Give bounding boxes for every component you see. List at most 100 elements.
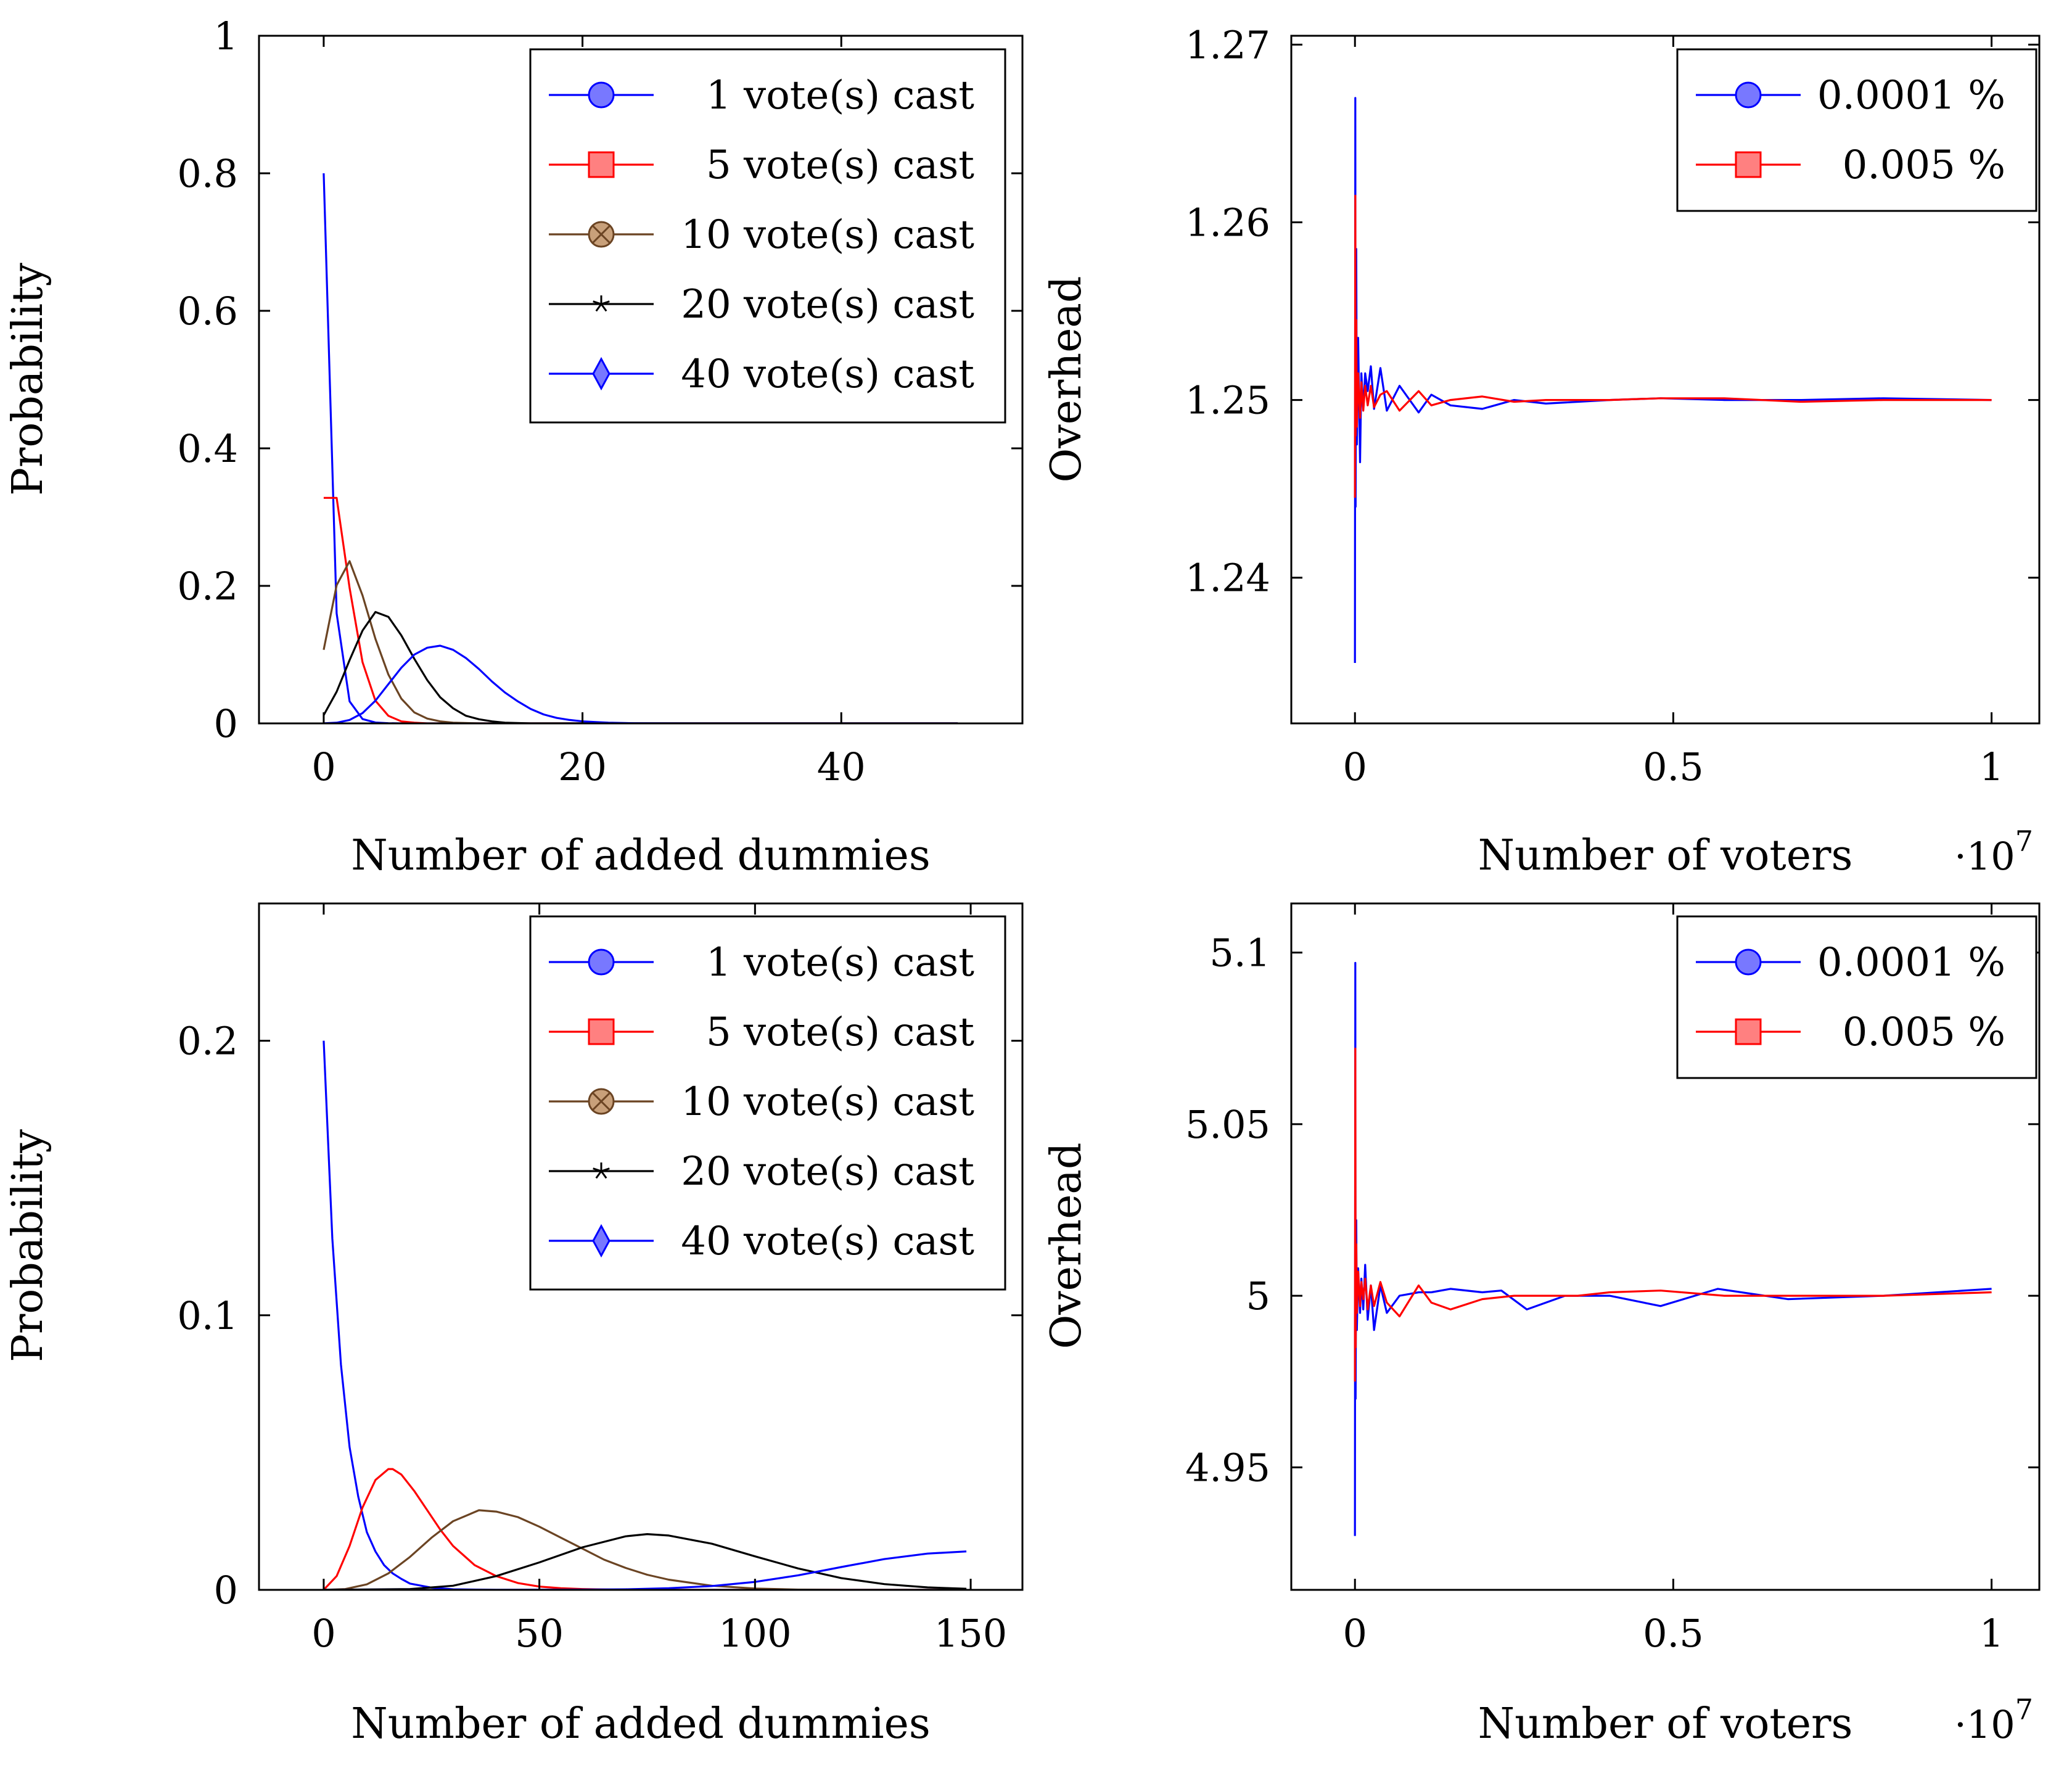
- x-tick-label: 1: [1980, 1611, 2004, 1656]
- series-line-1: [323, 1040, 967, 1590]
- plot-frame: [1290, 35, 2041, 725]
- legend-label: 10 vote(s) cast: [681, 212, 974, 258]
- x-axis-multiplier: ·107: [1954, 1693, 2033, 1747]
- x-axis-title: Number of added dummies: [351, 1700, 931, 1748]
- x-tick-label: 0.5: [1643, 1611, 1704, 1656]
- legend-marker-diamond-icon: [592, 356, 610, 391]
- series-line-2: [1354, 1047, 1992, 1382]
- y-tick-label: 1.26: [1185, 200, 1270, 245]
- legend-item: 20 vote(s) cast: [549, 1149, 974, 1195]
- legend-label: 1 vote(s) cast: [706, 940, 974, 985]
- legend-marker-square-icon: [1735, 1018, 1762, 1045]
- x-axis-multiplier-base: ·10: [1954, 1702, 2015, 1747]
- legend-item: 1 vote(s) cast: [549, 73, 974, 118]
- chart-4: 0 0.5 1 4.95 5 5.05 5.1 Number of voters Overhea…: [1042, 902, 2041, 1748]
- y-tick-label: 0: [214, 701, 238, 746]
- y-tick-label: 0.6: [177, 289, 238, 334]
- legend-item: 1 vote(s) cast: [549, 940, 974, 985]
- y-tick-label: 0.2: [177, 564, 238, 609]
- legend-marker-circle-icon: [588, 948, 615, 976]
- legend-marker-circle-x-icon: [588, 221, 615, 248]
- x-axis-title: Number of added dummies: [351, 831, 931, 880]
- legend-item: 40 vote(s) cast: [549, 1219, 974, 1264]
- legend-item: 0.005 %: [1696, 1010, 2005, 1055]
- y-axis-title: Overhead: [1042, 276, 1091, 482]
- series-line-3: [323, 1509, 967, 1590]
- legend-label: 40 vote(s) cast: [681, 1219, 974, 1264]
- y-axis-title: Probability: [4, 263, 52, 496]
- legend-item: 5 vote(s) cast: [549, 142, 974, 188]
- legend-label: 20 vote(s) cast: [681, 282, 974, 327]
- legend-label: 0.0001 %: [1817, 73, 2005, 118]
- legend-label: 5 vote(s) cast: [706, 142, 974, 188]
- legend: 1 vote(s) cast 5 vote(s) cast 10 vote(s) c…: [529, 915, 1006, 1291]
- x-axis-title: Number of voters: [1478, 831, 1853, 880]
- y-axis-title: Overhead: [1042, 1142, 1091, 1349]
- plot-frame: [258, 35, 1024, 725]
- y-tick-label: 5: [1246, 1273, 1270, 1319]
- x-axis-multiplier: ·107: [1954, 825, 2033, 879]
- legend-item: 5 vote(s) cast: [549, 1010, 974, 1055]
- series-line-3: [323, 560, 958, 723]
- y-tick-label: 1.27: [1185, 22, 1270, 67]
- x-tick-label: 0: [311, 744, 335, 789]
- x-tick-label: 20: [558, 744, 607, 789]
- x-tick-label: 0: [1343, 1611, 1367, 1656]
- y-tick-label: 5.1: [1209, 931, 1270, 976]
- legend-label: 20 vote(s) cast: [681, 1149, 974, 1195]
- legend-item: 0.0001 %: [1696, 940, 2005, 985]
- y-tick-label: 0.2: [177, 1019, 238, 1064]
- y-tick-label: 0.8: [177, 151, 238, 196]
- legend-marker-circle-icon: [1735, 948, 1762, 976]
- legend-marker-square-icon: [1735, 151, 1762, 178]
- series-line-2: [1354, 194, 1992, 498]
- y-tick-label: 4.95: [1185, 1445, 1270, 1490]
- chart-1: 0 20 40 0 0.2 0.4 0.6 0.8 1 Number of added dummi…: [4, 14, 1024, 880]
- legend-marker-star-icon: [593, 1162, 610, 1179]
- legend-marker-circle-icon: [588, 81, 615, 109]
- legend-label: 1 vote(s) cast: [706, 73, 974, 118]
- legend-box: [1676, 48, 2037, 212]
- legend-item: 0.005 %: [1696, 142, 2005, 188]
- chart-3: 0 50 100 150 0 0.1 0.2 Number of added dummies P…: [4, 902, 1024, 1748]
- legend-label: 0.005 %: [1843, 1010, 2005, 1055]
- x-axis-title: Number of voters: [1478, 1700, 1853, 1748]
- y-tick-label: 1.24: [1185, 556, 1270, 601]
- legend-marker-diamond-icon: [592, 1224, 610, 1258]
- legend: 0.0001 % 0.005 %: [1676, 915, 2037, 1079]
- legend: 1 vote(s) cast 5 vote(s) cast 10 vote(s) c…: [529, 48, 1006, 424]
- legend-box: [1676, 915, 2037, 1079]
- y-tick-label: 1.25: [1185, 378, 1270, 423]
- legend-marker-circle-icon: [1735, 81, 1762, 109]
- y-axis-title: Probability: [4, 1129, 52, 1362]
- legend-marker-square-icon: [588, 151, 615, 178]
- y-tick-label: 1: [214, 14, 238, 59]
- legend-marker-circle-x-icon: [588, 1088, 615, 1115]
- x-tick-label: 0: [1343, 744, 1367, 789]
- legend-item: 20 vote(s) cast: [549, 282, 974, 327]
- y-tick-label: 0.4: [177, 426, 238, 471]
- series-line-4: [323, 1533, 967, 1590]
- x-tick-label: 1: [1980, 744, 2004, 789]
- x-tick-label: 100: [718, 1611, 791, 1656]
- y-tick-label: 5.05: [1185, 1102, 1270, 1147]
- y-tick-label: 0.1: [177, 1293, 238, 1338]
- legend: 0.0001 % 0.005 %: [1676, 48, 2037, 212]
- x-axis-multiplier-base: ·10: [1954, 834, 2015, 879]
- legend-label: 5 vote(s) cast: [706, 1010, 974, 1055]
- legend-item: 10 vote(s) cast: [549, 1079, 974, 1125]
- plot-frame: [258, 902, 1024, 1591]
- x-tick-label: 0: [311, 1611, 335, 1656]
- x-tick-label: 150: [934, 1611, 1007, 1656]
- plot-area: [1354, 97, 1992, 664]
- x-tick-label: 0.5: [1643, 744, 1704, 789]
- legend-label: 0.005 %: [1843, 142, 2005, 188]
- legend-label: 0.0001 %: [1817, 940, 2005, 985]
- legend-label: 10 vote(s) cast: [681, 1079, 974, 1125]
- legend-label: 40 vote(s) cast: [681, 352, 974, 397]
- legend-marker-star-icon: [593, 295, 610, 312]
- legend-marker-square-icon: [588, 1018, 615, 1045]
- series-line-1: [323, 173, 958, 723]
- plot-frame: [1290, 902, 2041, 1591]
